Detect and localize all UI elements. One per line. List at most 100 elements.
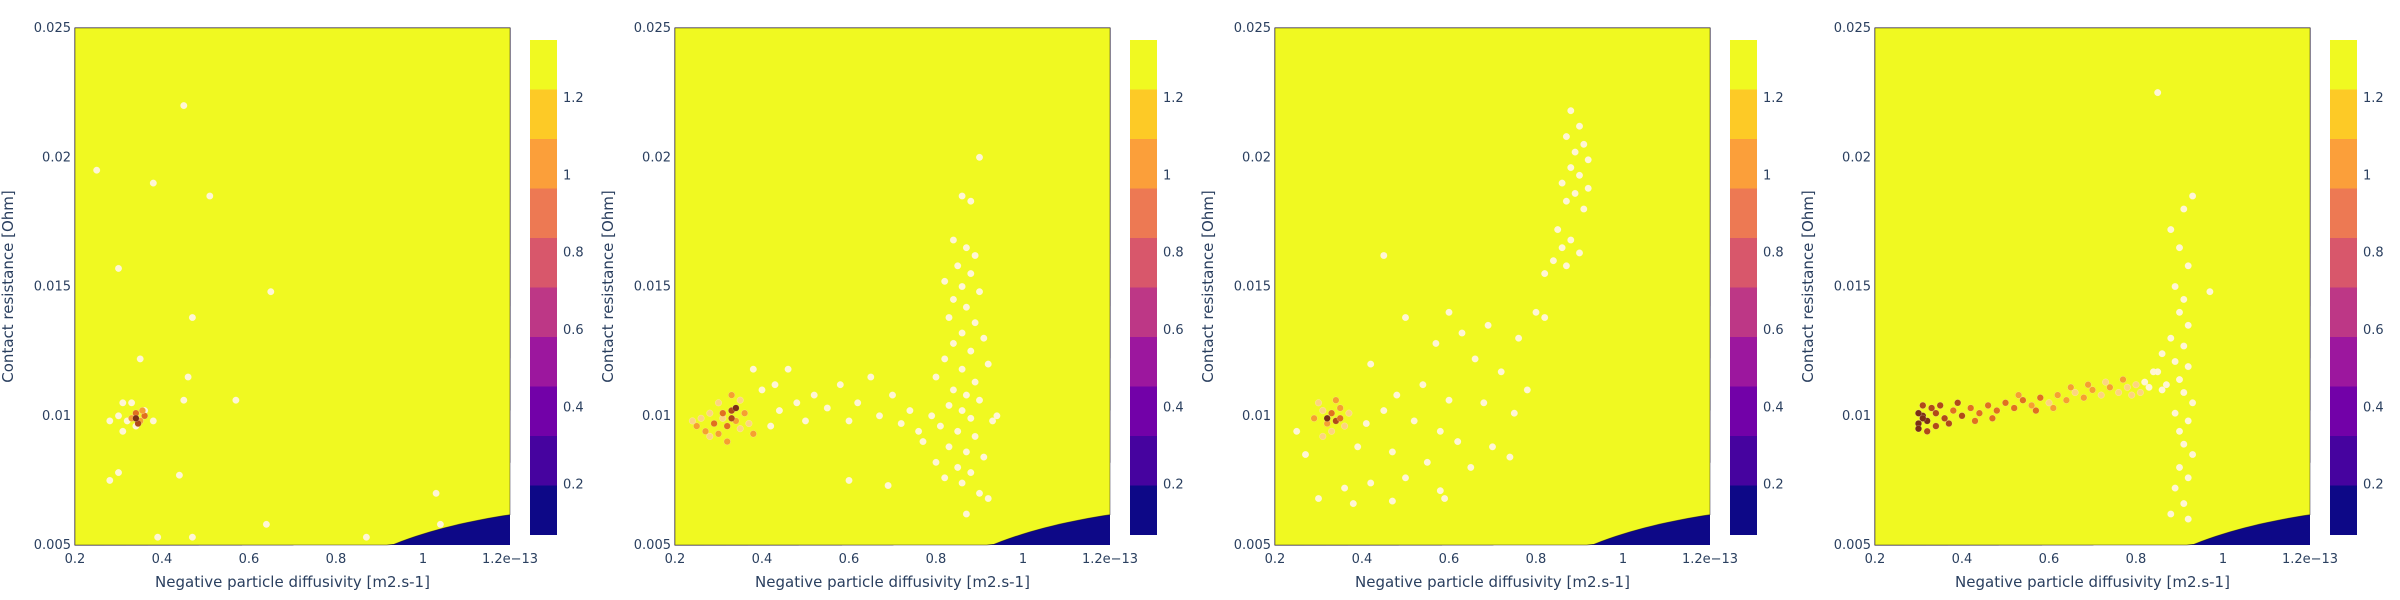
scatter-point [810,391,818,399]
scatter-point [706,432,714,440]
scatter-point [1393,391,1401,399]
scatter-point [975,489,984,497]
scatter-point [932,373,940,381]
x-tick-label: 1.2e−13 [1682,552,1738,567]
scatter-point [714,430,723,438]
scatter-point [2184,321,2192,329]
colorbar-band [1730,337,1757,387]
chart-panel-3: 0.2 0.4 0.6 0.8 1 1.2e−13 0.005 0.01 0.015 0.02 0.… [1199,21,1784,591]
scatter-point [706,409,714,417]
scatter-point [1319,407,1327,415]
scatter-point [749,365,757,373]
scatter-point [941,355,949,363]
scatter-point [771,381,779,389]
scatter-point [1949,407,1957,415]
scatter-point [736,396,744,404]
colorbar-tick-label: 0.6 [1763,323,1784,338]
scatter-point [993,412,1001,420]
scatter-point [1314,494,1323,503]
colorbar-band [1730,139,1757,189]
colorbar-band [1130,188,1157,238]
scatter-point [1445,308,1453,316]
scatter-point [962,510,970,518]
y-tick-label: 0.015 [634,280,671,295]
scatter-point [1558,179,1566,187]
y-tick-label: 0.01 [642,409,671,424]
scatter-point [2106,383,2114,391]
colorbar-band [530,188,557,238]
y-axis-title: Contact resistance [Ohm] [599,190,617,382]
scatter-point [2049,404,2057,412]
colorbar-band [530,89,557,139]
scatter-point [436,520,444,528]
scatter-point [1319,432,1327,440]
scatter-point [1423,458,1431,466]
scatter-point [188,533,196,541]
colorbar-band [2330,386,2357,436]
scatter-point [962,244,970,252]
scatter-point [1941,414,1949,422]
scatter-point [1567,107,1575,115]
scatter-point [1362,419,1370,428]
scatter-point [1575,249,1584,257]
scatter-point [1349,500,1357,508]
scatter-point [854,399,862,407]
scatter-point [941,277,949,285]
scatter-point [1341,484,1349,492]
scatter-point [2028,401,2036,409]
scatter-point [1967,404,1975,412]
scatter-point [1954,399,1962,407]
x-tick-label: 0.2 [65,552,86,567]
scatter-point [2132,381,2140,389]
scatter-point [2162,381,2170,389]
x-tick-label: 0.2 [1865,552,1886,567]
contour-level-9 [1874,27,2311,546]
scatter-point [1354,443,1362,451]
scatter-point [980,453,988,461]
scatter-point [984,360,992,368]
scatter-point [1445,396,1453,404]
scatter-point [897,419,905,428]
colorbar-band [2330,89,2357,139]
scatter-point [1975,409,1983,417]
scatter-point [2175,463,2184,471]
scatter-point [741,409,749,417]
scatter-point [1454,438,1462,446]
scatter-point [1328,409,1336,417]
scatter-point [2141,378,2149,386]
colorbar-band [1130,40,1157,90]
scatter-point [432,489,440,497]
scatter-point [2067,383,2075,391]
scatter-point [2015,391,2023,399]
scatter-point [967,197,975,205]
y-tick-label: 0.005 [1834,538,1871,553]
colorbar-band [1130,386,1157,436]
colorbar-tick-label: 0.4 [2363,400,2384,415]
scatter-point [2128,391,2136,399]
y-axis-title: Contact resistance [Ohm] [0,190,17,382]
y-tick-label: 0.005 [634,538,671,553]
scatter-point [232,396,240,404]
scatter-point [975,288,984,296]
scatter-point [2180,342,2188,350]
scatter-point [2115,388,2123,397]
y-tick-label: 0.02 [1842,150,1871,165]
scatter-point [1554,226,1562,234]
colorbar-band [2330,188,2357,238]
colorbar-band [530,436,557,486]
scatter-point [2171,409,2179,417]
colorbar-tick-label: 0.6 [1163,323,1184,338]
colorbar-tick-label: 1.2 [563,91,584,106]
colorbar-tick-label: 1 [563,168,571,183]
scatter-point [845,476,853,484]
colorbar-tick-label: 0.2 [563,478,584,493]
colorbar-band [2330,436,2357,486]
y-tick-label: 0.025 [1834,21,1871,36]
colorbar-band [530,40,557,90]
colorbar-band [2330,287,2357,337]
scatter-point [1923,427,1931,435]
scatter-point [1914,409,1923,417]
scatter-point [1471,355,1479,363]
scatter-point [188,313,196,322]
scatter-point [975,396,984,404]
